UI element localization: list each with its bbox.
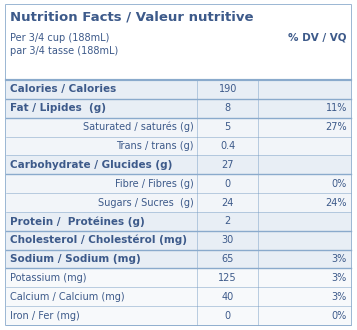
Text: Nutrition Facts / Valeur nutritive: Nutrition Facts / Valeur nutritive xyxy=(10,11,253,24)
Text: 27%: 27% xyxy=(325,122,347,132)
Text: 3%: 3% xyxy=(332,254,347,264)
Bar xyxy=(6,306,351,325)
Text: 0.4: 0.4 xyxy=(220,141,235,151)
Bar xyxy=(6,137,351,155)
Text: 0: 0 xyxy=(225,311,231,320)
Text: 11%: 11% xyxy=(326,103,347,113)
Text: Protein /  Protéines (g): Protein / Protéines (g) xyxy=(10,216,145,227)
Bar xyxy=(6,80,351,99)
Text: 27: 27 xyxy=(221,160,234,170)
Text: 0%: 0% xyxy=(332,311,347,320)
Bar xyxy=(6,155,351,174)
Text: Potassium (mg): Potassium (mg) xyxy=(10,273,86,283)
Text: 40: 40 xyxy=(222,292,234,302)
Bar xyxy=(6,193,351,212)
Text: 0%: 0% xyxy=(332,179,347,189)
Text: par 3/4 tasse (188mL): par 3/4 tasse (188mL) xyxy=(10,46,118,56)
Bar xyxy=(6,269,351,287)
Text: 125: 125 xyxy=(218,273,237,283)
Bar xyxy=(6,118,351,137)
Text: Per 3/4 cup (188mL): Per 3/4 cup (188mL) xyxy=(10,33,109,43)
Text: 3%: 3% xyxy=(332,292,347,302)
Text: % DV / VQ: % DV / VQ xyxy=(288,33,347,43)
Text: 24%: 24% xyxy=(326,197,347,208)
Text: Cholesterol / Cholestérol (mg): Cholesterol / Cholestérol (mg) xyxy=(10,235,187,246)
Text: 8: 8 xyxy=(225,103,231,113)
Text: Fat / Lipides  (g): Fat / Lipides (g) xyxy=(10,103,106,113)
Text: 2: 2 xyxy=(225,216,231,226)
Text: 65: 65 xyxy=(221,254,234,264)
Bar xyxy=(6,5,351,80)
Text: 190: 190 xyxy=(218,84,237,94)
Bar xyxy=(6,99,351,118)
Text: 5: 5 xyxy=(225,122,231,132)
Text: Sugars / Sucres  (g): Sugars / Sucres (g) xyxy=(98,197,193,208)
Text: 3%: 3% xyxy=(332,273,347,283)
Text: Trans / trans (g): Trans / trans (g) xyxy=(116,141,193,151)
Text: Calcium / Calcium (mg): Calcium / Calcium (mg) xyxy=(10,292,125,302)
Bar xyxy=(6,174,351,193)
Text: Calories / Calories: Calories / Calories xyxy=(10,84,116,94)
Text: Carbohydrate / Glucides (g): Carbohydrate / Glucides (g) xyxy=(10,160,172,170)
Text: Saturated / saturés (g): Saturated / saturés (g) xyxy=(83,122,193,132)
Bar xyxy=(6,231,351,249)
Text: 0: 0 xyxy=(225,179,231,189)
Bar xyxy=(6,212,351,231)
Text: Sodium / Sodium (mg): Sodium / Sodium (mg) xyxy=(10,254,141,264)
Bar xyxy=(6,249,351,269)
Text: 24: 24 xyxy=(221,197,234,208)
Text: Fibre / Fibres (g): Fibre / Fibres (g) xyxy=(115,179,193,189)
Text: 30: 30 xyxy=(222,235,234,245)
Text: Iron / Fer (mg): Iron / Fer (mg) xyxy=(10,311,80,320)
Bar xyxy=(6,287,351,306)
